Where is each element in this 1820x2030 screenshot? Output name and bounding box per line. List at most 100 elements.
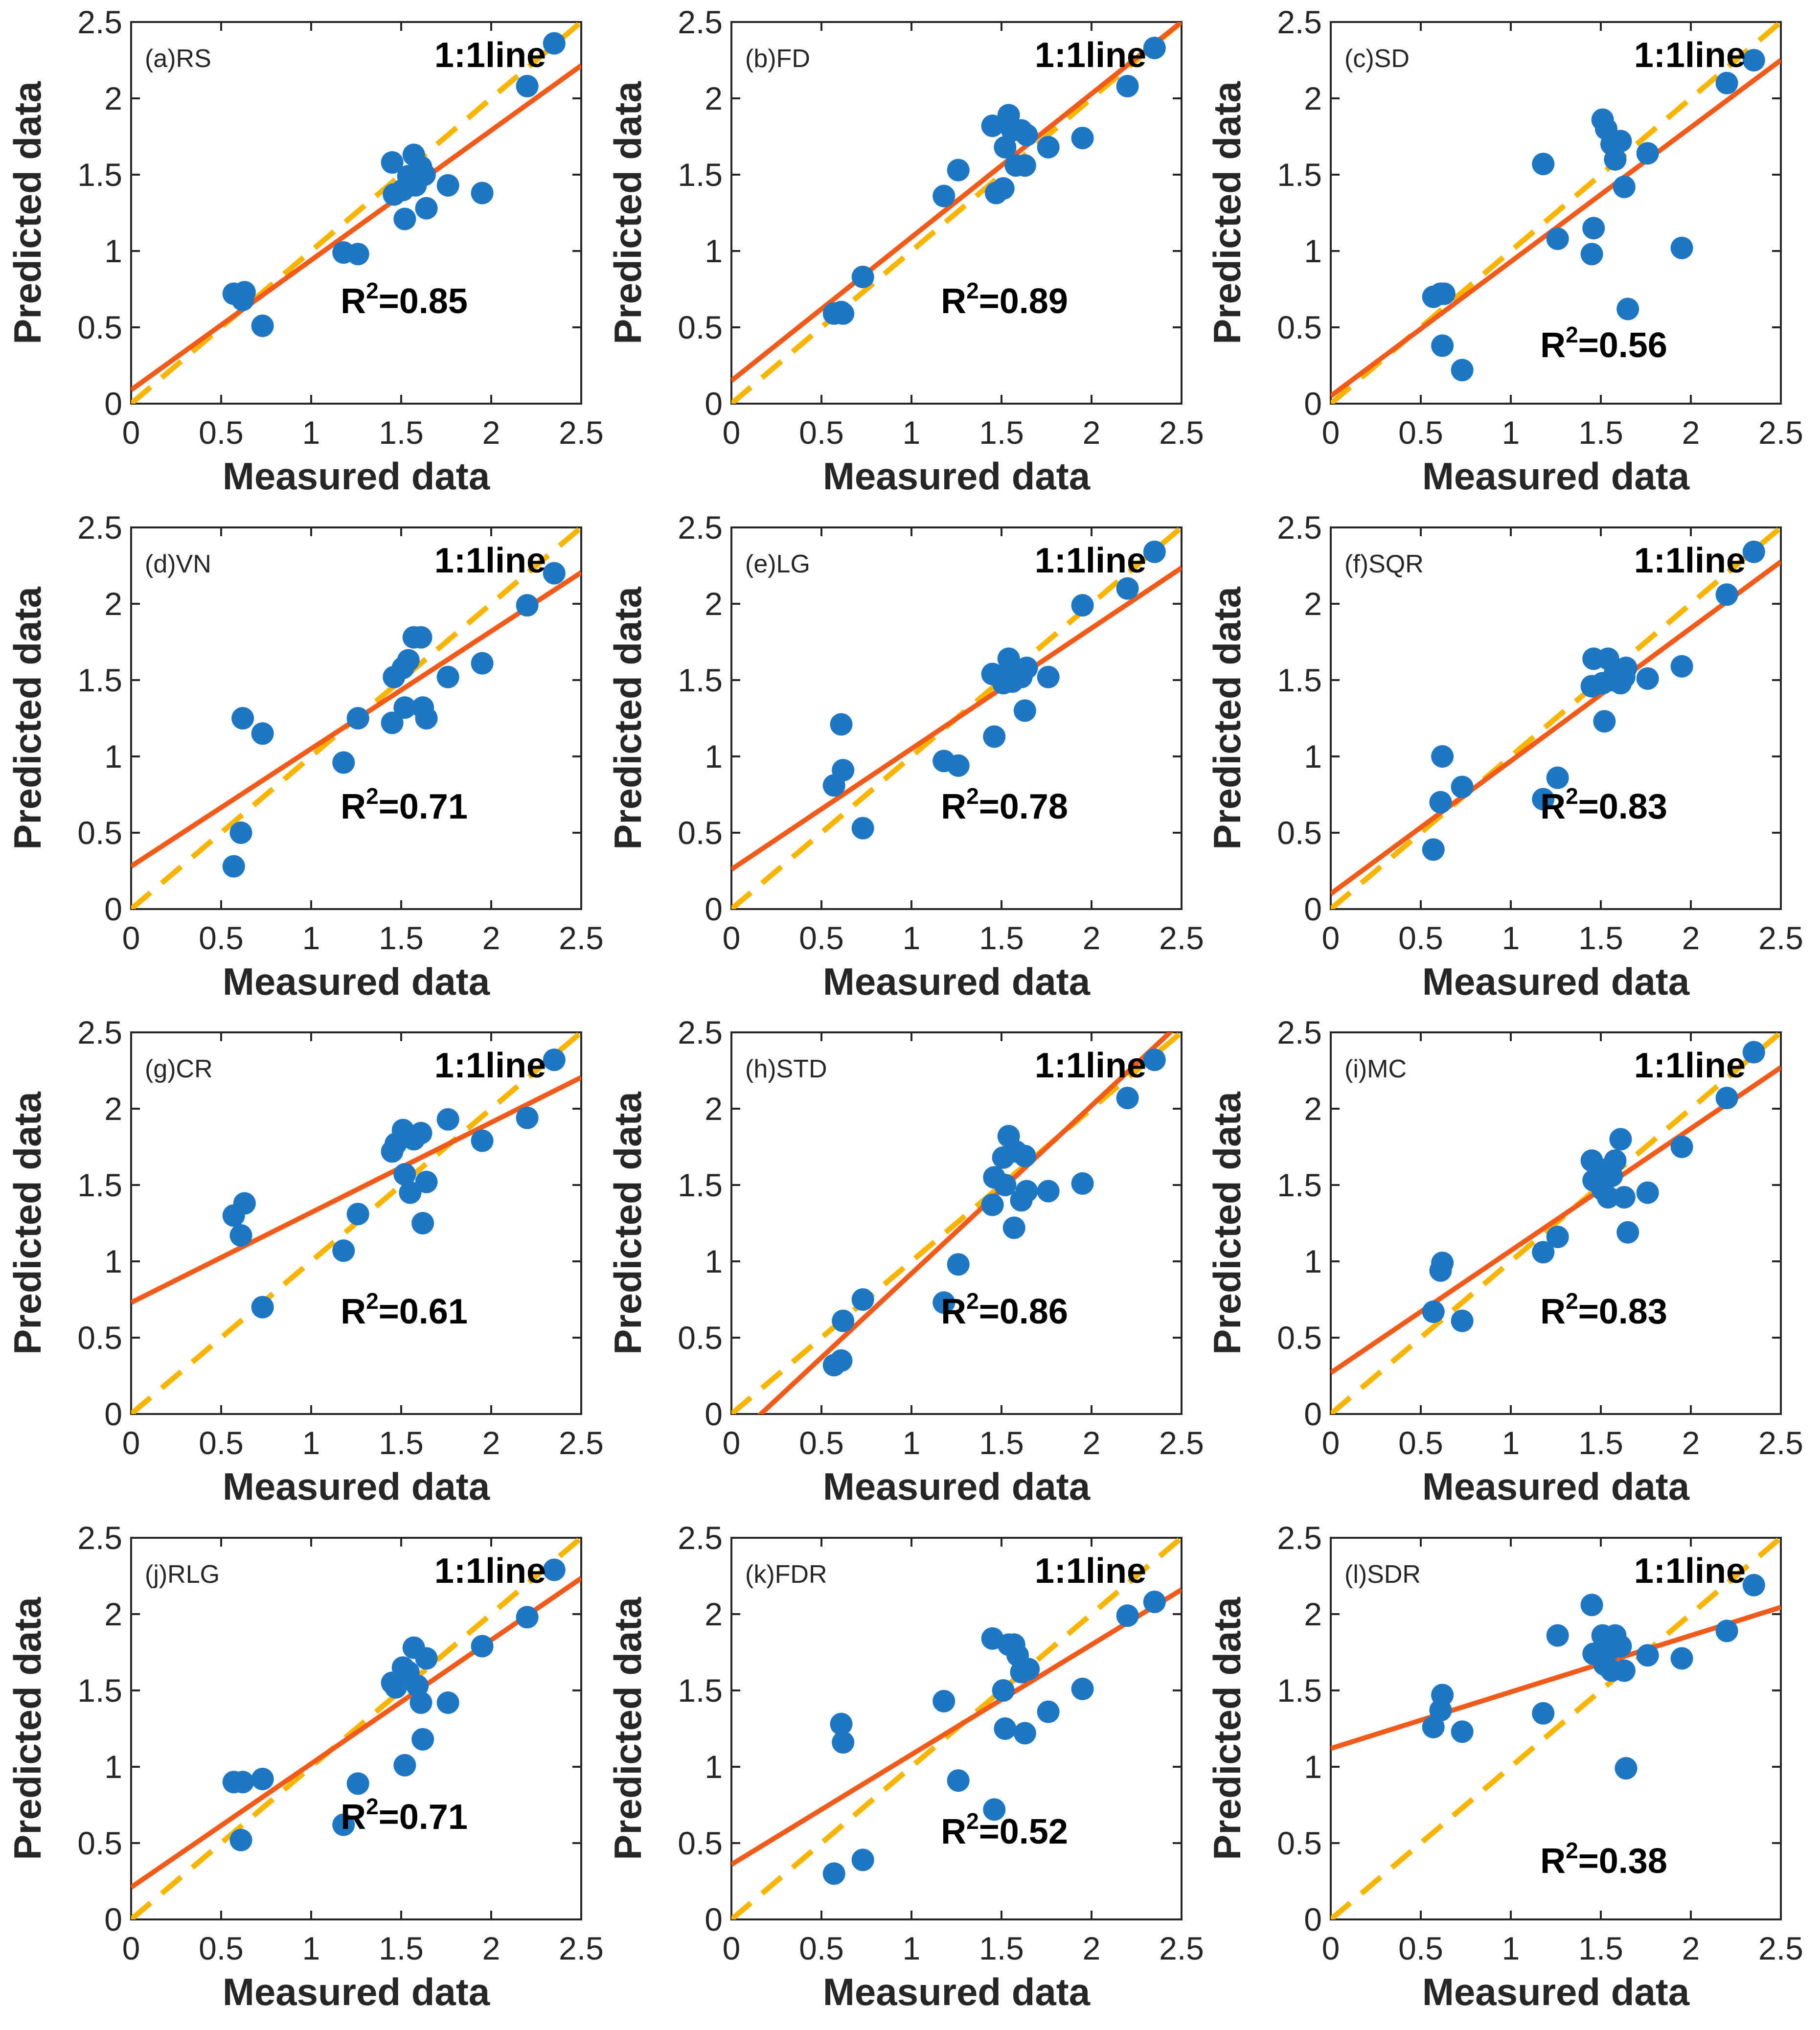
one-to-one-label: 1:1line: [1634, 1551, 1746, 1591]
x-tick-label: 0.5: [1398, 1425, 1443, 1461]
x-tick-label: 1.5: [979, 1930, 1024, 1966]
one-to-one-label: 1:1line: [1035, 1046, 1146, 1085]
y-axis-label: Predicted data: [1206, 587, 1249, 850]
y-tick-label: 1.5: [678, 157, 723, 193]
data-point: [1580, 1594, 1603, 1617]
y-tick-label: 0: [705, 1901, 723, 1938]
data-point: [1037, 1180, 1060, 1203]
y-tick-label: 1.5: [77, 1167, 122, 1203]
x-tick-label: 1: [302, 1425, 320, 1461]
subplot-7: 0 0.5 1 1.5 2 2.5 0 0.5 1 1.5 2 2.5 Measured data Pre…: [6, 1014, 604, 1508]
data-point: [1532, 788, 1555, 811]
y-tick-label: 0.5: [678, 1320, 723, 1356]
y-tick-label: 1.5: [1277, 662, 1322, 698]
data-point: [1013, 154, 1036, 177]
data-point: [1609, 130, 1632, 153]
x-tick-label: 1.5: [979, 414, 1024, 451]
one-to-one-label: 1:1line: [434, 36, 546, 75]
data-point: [1532, 1702, 1555, 1725]
x-axis-label: Measured data: [823, 960, 1091, 1003]
x-tick-label: 0: [723, 1930, 741, 1966]
data-point: [543, 1049, 566, 1072]
data-point: [1451, 1309, 1474, 1332]
y-tick-label: 2: [1304, 1091, 1322, 1127]
data-point: [983, 725, 1006, 748]
x-tick-label: 1: [1502, 1930, 1520, 1966]
data-point: [851, 266, 874, 289]
data-point: [1116, 1604, 1139, 1627]
x-tick-label: 2: [1682, 920, 1700, 956]
y-tick-label: 2.5: [678, 1014, 723, 1050]
data-point: [1636, 667, 1659, 690]
data-point: [992, 177, 1015, 200]
y-tick-label: 0: [1304, 891, 1322, 927]
x-tick-label: 2: [1682, 1425, 1700, 1461]
r-squared-value: =0.52: [979, 1812, 1068, 1851]
data-point: [1431, 334, 1454, 357]
data-point: [1742, 1574, 1765, 1597]
y-tick-label: 1: [104, 1243, 122, 1279]
r-squared-superscript: 2: [966, 1808, 979, 1834]
data-point: [1143, 1049, 1166, 1072]
x-axis-label: Measured data: [823, 1970, 1091, 2013]
subplot-11: 0 0.5 1 1.5 2 2.5 0 0.5 1 1.5 2 2.5 Measured data Pre…: [606, 1520, 1204, 2013]
data-point: [1604, 1149, 1627, 1172]
data-point: [413, 163, 436, 186]
x-tick-label: 1.5: [979, 920, 1024, 956]
fit-line: [131, 1576, 581, 1890]
one-to-one-line: [731, 1032, 1182, 1414]
x-tick-label: 0.5: [1398, 1930, 1443, 1966]
data-point: [832, 302, 855, 325]
r-squared-prefix: R: [1540, 1842, 1566, 1881]
r-squared-superscript: 2: [1566, 1288, 1578, 1314]
x-tick-label: 0: [122, 1930, 140, 1966]
data-point: [1071, 594, 1094, 617]
y-tick-label: 2: [705, 1596, 723, 1632]
x-tick-label: 2: [1083, 1425, 1101, 1461]
subplot-4: 0 0.5 1 1.5 2 2.5 0 0.5 1 1.5 2 2.5 Measured data Pre…: [6, 509, 604, 1003]
x-tick-label: 0.5: [799, 1930, 844, 1966]
data-point: [233, 281, 256, 304]
r-squared-label: R2=0.52: [941, 1808, 1068, 1851]
data-point: [471, 182, 494, 205]
x-tick-label: 2.5: [1159, 414, 1204, 451]
y-axis-label: Predicted data: [1206, 81, 1249, 344]
r-squared-value: =0.83: [1578, 1292, 1667, 1331]
r-squared-superscript: 2: [366, 1288, 379, 1314]
data-point: [332, 751, 355, 774]
x-tick-label: 0.5: [199, 414, 244, 451]
data-point: [1593, 710, 1616, 733]
y-tick-label: 0.5: [1277, 309, 1322, 345]
x-tick-label: 1.5: [379, 414, 424, 451]
x-tick-label: 2.5: [559, 1930, 604, 1966]
data-point: [332, 1813, 355, 1836]
data-point: [1451, 1720, 1474, 1743]
data-point: [1616, 297, 1639, 320]
r-squared-superscript: 2: [966, 278, 979, 303]
y-tick-label: 2.5: [77, 509, 122, 546]
r-squared-superscript: 2: [966, 783, 979, 809]
x-tick-label: 1.5: [1578, 414, 1623, 451]
subplot-2: 0 0.5 1 1.5 2 2.5 0 0.5 1 1.5 2 2.5 Measured data Pre…: [606, 4, 1204, 498]
data-point: [471, 1635, 494, 1658]
one-to-one-label: 1:1line: [1634, 36, 1746, 75]
data-point: [1431, 745, 1454, 768]
y-tick-label: 2.5: [1277, 4, 1322, 40]
x-tick-label: 1: [903, 1930, 921, 1966]
x-tick-label: 0: [1322, 920, 1340, 956]
y-tick-label: 2.5: [678, 509, 723, 546]
data-point: [933, 1291, 956, 1314]
data-point: [410, 626, 432, 649]
y-axis-label: Predicted data: [6, 1597, 49, 1860]
data-point: [1002, 1216, 1025, 1239]
x-axis-label: Measured data: [223, 1465, 490, 1508]
x-tick-label: 1: [1502, 414, 1520, 451]
data-point: [1013, 1144, 1036, 1167]
x-tick-label: 2.5: [559, 920, 604, 956]
x-tick-label: 0: [122, 1425, 140, 1461]
x-tick-label: 0: [723, 920, 741, 956]
data-point: [1015, 657, 1038, 680]
fit-line: [731, 566, 1182, 872]
panel-label: (k)FDR: [745, 1560, 827, 1589]
y-tick-label: 1: [1304, 233, 1322, 269]
